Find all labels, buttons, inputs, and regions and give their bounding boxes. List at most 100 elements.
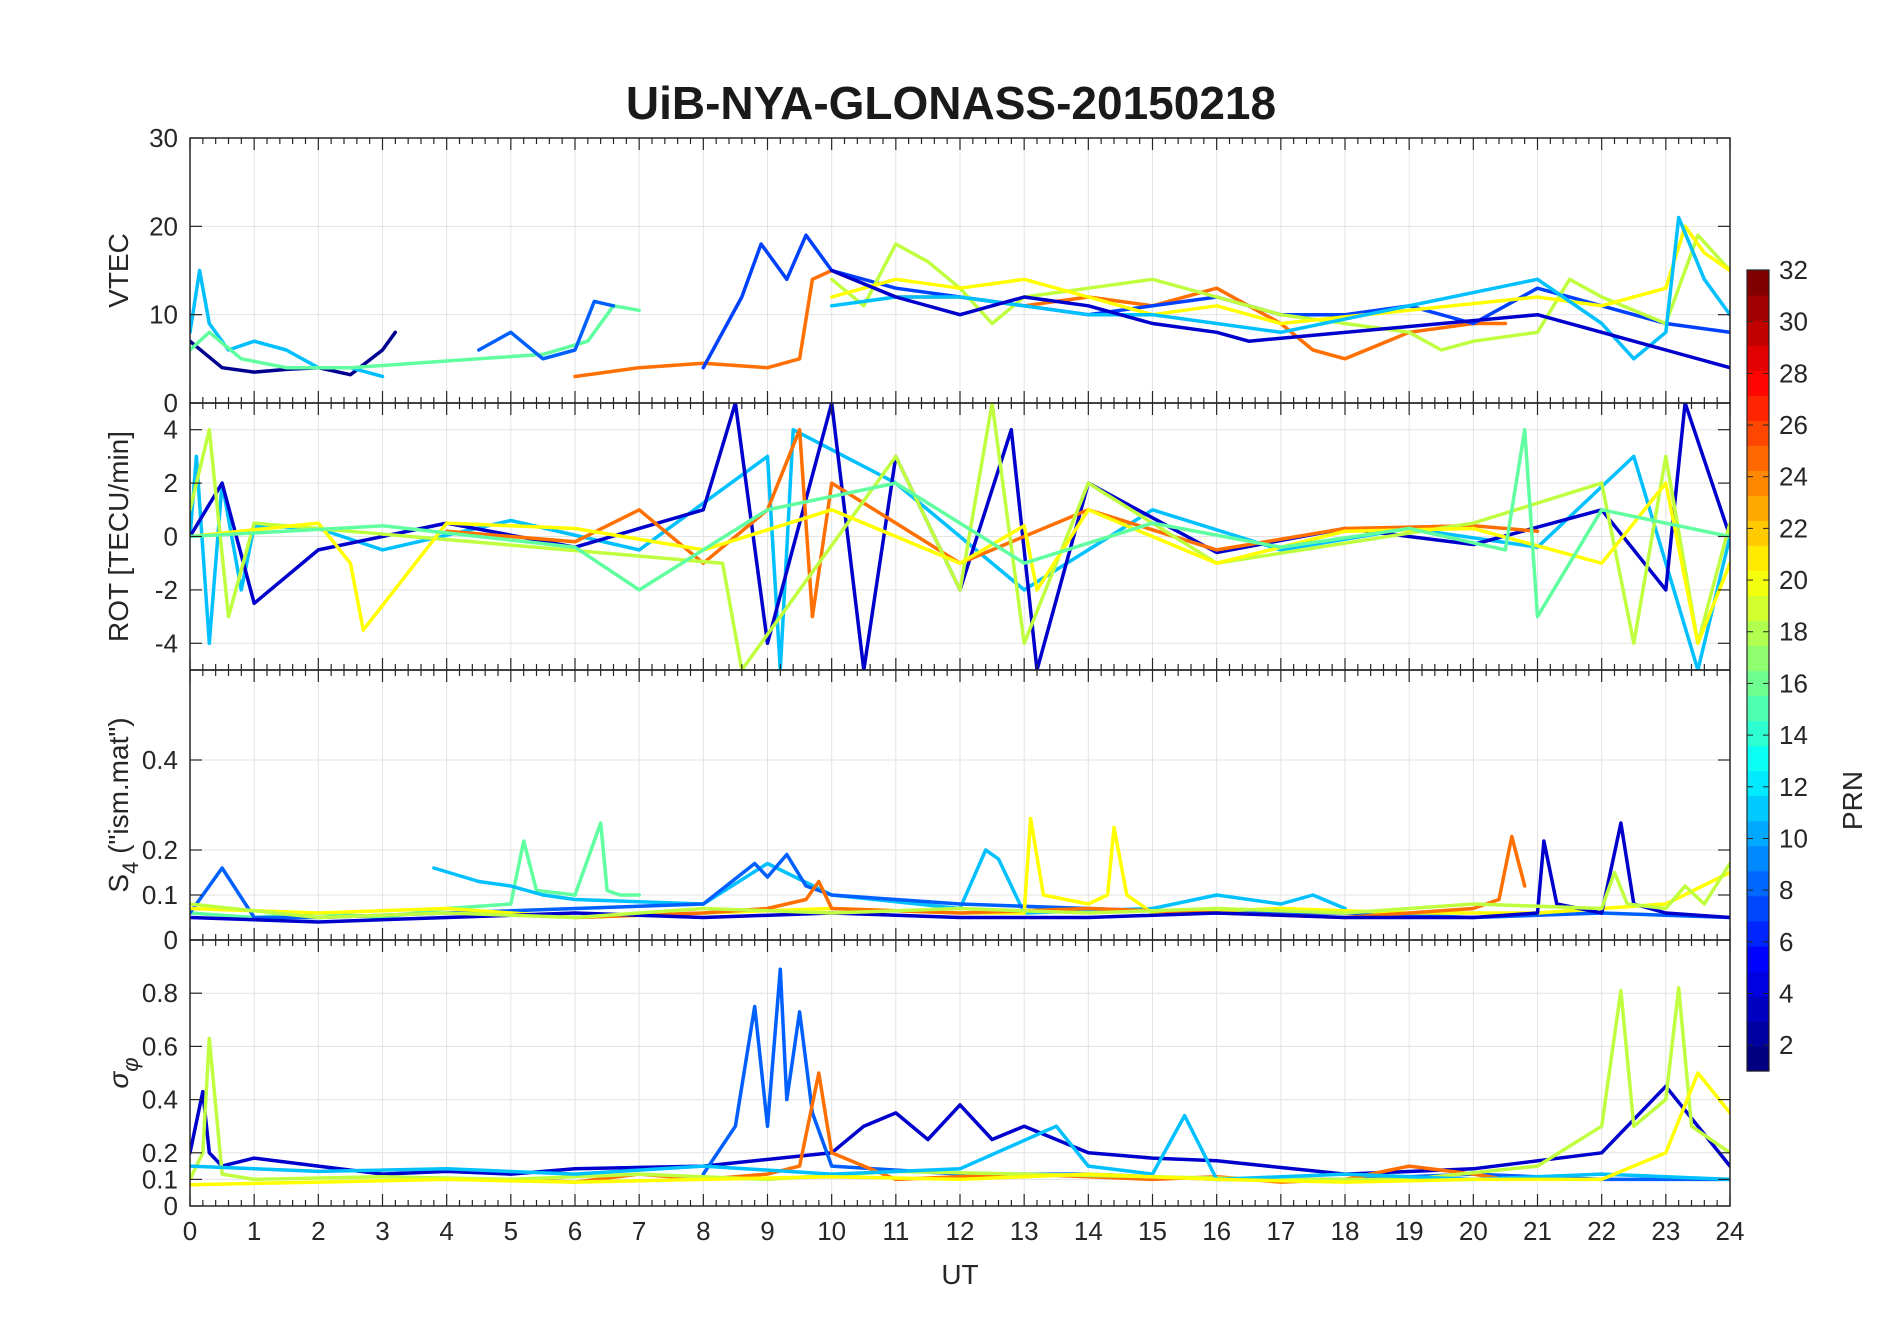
- y-axis-label-rot: ROT [TECU/min]: [103, 431, 134, 642]
- colorbar-swatch: [1747, 1020, 1769, 1047]
- colorbar-swatch: [1747, 695, 1769, 722]
- colorbar-swatch: [1747, 1045, 1769, 1072]
- series-line: [444, 427, 1540, 619]
- x-tick-label: 8: [696, 1216, 710, 1246]
- series-line: [432, 848, 1347, 915]
- colorbar-swatch: [1747, 295, 1769, 321]
- x-ticks-rot: [189, 403, 1731, 670]
- series-line: [190, 1113, 1730, 1182]
- colorbar-tick-label: 10: [1779, 823, 1808, 853]
- x-tick-label: 5: [504, 1216, 518, 1246]
- colorbar-swatch: [1747, 395, 1769, 421]
- colorbar-tick-label: 16: [1779, 668, 1808, 698]
- x-tick-label: 21: [1523, 1216, 1552, 1246]
- colorbar-frame: [1746, 269, 1770, 1072]
- x-tick-label: 24: [1716, 1216, 1745, 1246]
- series-line: [190, 427, 1730, 670]
- x-tick-label: 1: [247, 1216, 261, 1246]
- colorbar-swatch: [1747, 845, 1769, 872]
- y-tick-label: 0.4: [142, 1085, 178, 1115]
- colorbar-tick-label: 6: [1779, 927, 1793, 957]
- x-ticks-vtec: [189, 138, 1731, 403]
- y-ticks-vtec: 0 10 20 30: [149, 123, 1730, 418]
- colorbar-tick-label: 4: [1779, 978, 1793, 1008]
- y-tick-label: -4: [155, 628, 178, 658]
- y-tick-label: 0: [164, 925, 178, 955]
- series-line: [829, 224, 1730, 326]
- y-tick-label: 0: [164, 388, 178, 418]
- colorbar-tick-label: 20: [1779, 565, 1808, 595]
- x-tick-label: 9: [760, 1216, 774, 1246]
- y-axis-label-sigma: σφ: [103, 1057, 143, 1088]
- colorbar-swatch: [1747, 570, 1769, 597]
- colorbar-swatch: [1747, 520, 1769, 546]
- series-line: [573, 834, 1527, 920]
- colorbar-swatch: [1747, 620, 1769, 647]
- colorbar-tick-label: 28: [1779, 358, 1808, 388]
- colorbar-tick-label: 8: [1779, 875, 1793, 905]
- colorbar-swatch: [1747, 670, 1769, 697]
- y-tick-label: 0: [164, 522, 178, 552]
- x-tick-label: 7: [632, 1216, 646, 1246]
- series-line: [190, 304, 641, 370]
- y-tick-label: 2: [164, 468, 178, 498]
- colorbar-tick-label: 14: [1779, 720, 1808, 750]
- series-line: [190, 1084, 1730, 1176]
- x-tick-label: 13: [1010, 1216, 1039, 1246]
- panel-rot: -4 -2 0 2 4 ROT [TECU/min]: [103, 402, 1731, 671]
- colorbar-swatch: [1747, 645, 1769, 672]
- colorbar-swatch: [1747, 370, 1769, 396]
- x-axis-label: UT: [941, 1259, 978, 1290]
- x-tick-label: 22: [1587, 1216, 1616, 1246]
- x-tick-label: 17: [1266, 1216, 1295, 1246]
- colorbar-swatch: [1747, 495, 1769, 521]
- series-line: [829, 233, 1730, 352]
- colorbar-tick-label: 30: [1779, 307, 1808, 337]
- colorbar-swatch: [1747, 470, 1769, 496]
- series-group-vtec: [190, 215, 1730, 379]
- x-tick-label: 0: [183, 1216, 197, 1246]
- colorbar-swatch: [1747, 795, 1769, 822]
- colorbar-tick-label: 12: [1779, 772, 1808, 802]
- y-ticks-rot: -4 -2 0 2 4: [155, 415, 1730, 658]
- x-tick-label: 19: [1395, 1216, 1424, 1246]
- y-tick-label: 4: [164, 415, 178, 445]
- colorbar-swatch: [1747, 595, 1769, 622]
- x-tick-label: 23: [1651, 1216, 1680, 1246]
- x-tick-label: 6: [568, 1216, 582, 1246]
- colorbar-swatch: [1747, 770, 1769, 797]
- x-tick-label: 20: [1459, 1216, 1488, 1246]
- colorbar-tick-label: 26: [1779, 410, 1808, 440]
- panel-s4: 0 0.1 0.2 0.4S4 ("ism.mat"): [103, 669, 1731, 955]
- colorbar-label: PRN: [1837, 771, 1868, 830]
- y-ticks-sigma: 00.10.2 0.4 0.6 0.8: [142, 978, 1730, 1221]
- x-tick-label: 10: [817, 1216, 846, 1246]
- colorbar-swatch: [1747, 870, 1769, 897]
- x-tick-label: 11: [882, 1216, 909, 1246]
- colorbar-swatch: [1747, 445, 1769, 471]
- colorbar-tick-label: 32: [1779, 255, 1808, 285]
- x-tick-label: 14: [1074, 1216, 1103, 1246]
- colorbar-swatch: [1747, 270, 1769, 296]
- colorbar-tick-label: 22: [1779, 513, 1808, 543]
- series-line: [829, 268, 1730, 370]
- series-line: [190, 268, 385, 379]
- y-tick-label: 0.2: [142, 1138, 178, 1168]
- y-tick-label: 0.8: [142, 978, 178, 1008]
- x-tick-label: 18: [1331, 1216, 1360, 1246]
- x-tick-label: 15: [1138, 1216, 1167, 1246]
- chart-title: UiB-NYA-GLONASS-20150218: [625, 77, 1277, 129]
- colorbar-tick-label: 24: [1779, 462, 1808, 492]
- colorbar-swatch: [1747, 320, 1769, 346]
- y-tick-label: 10: [149, 300, 178, 330]
- series-line: [190, 427, 1730, 619]
- series-line: [573, 268, 1508, 379]
- colorbar-swatch: [1747, 895, 1769, 922]
- colorbar-swatch: [1747, 995, 1769, 1022]
- y-axis-label-vtec: VTEC: [103, 233, 134, 308]
- series-line: [190, 481, 1730, 646]
- x-tick-label: 12: [946, 1216, 975, 1246]
